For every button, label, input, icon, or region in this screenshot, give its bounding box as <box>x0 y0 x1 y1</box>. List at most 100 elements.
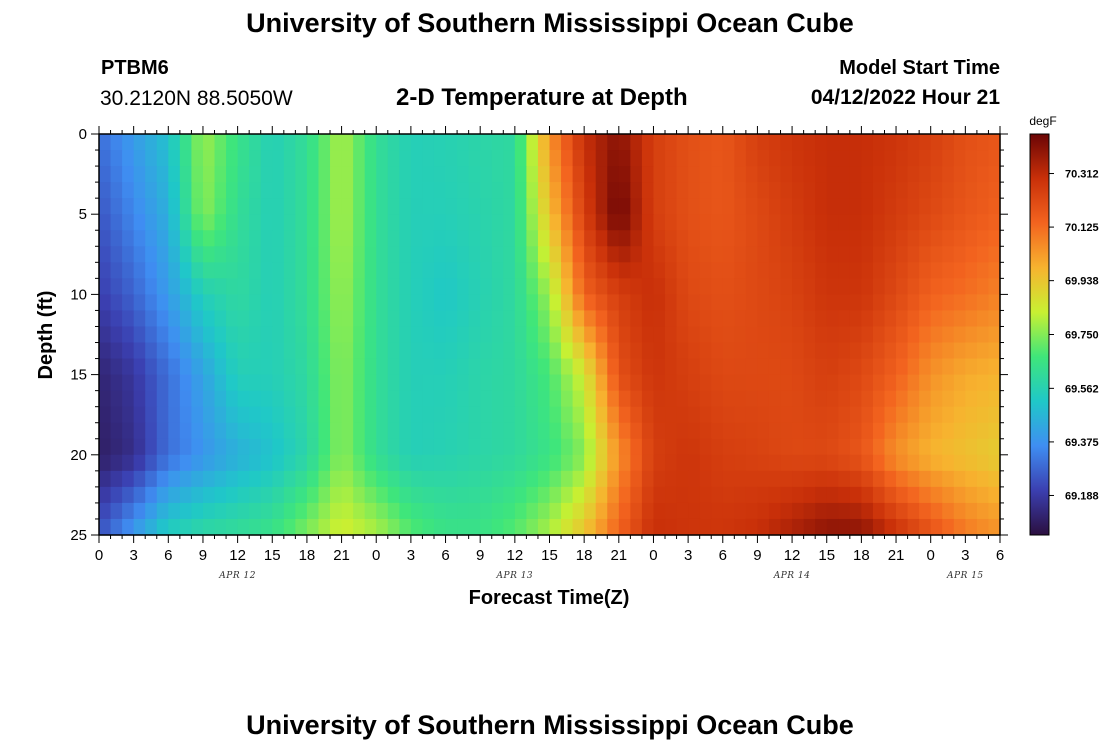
heatmap-cell <box>561 166 574 183</box>
heatmap-cell <box>953 406 966 424</box>
heatmap-cell <box>965 278 978 295</box>
heatmap-cell <box>768 134 782 151</box>
heatmap-cell <box>376 486 389 504</box>
heatmap-cell <box>572 502 585 520</box>
heatmap-cell <box>907 150 920 167</box>
heatmap-cell <box>641 214 655 231</box>
heatmap-cell <box>549 390 562 408</box>
heatmap-cell <box>907 198 920 215</box>
heatmap-cell <box>376 150 389 167</box>
heatmap-cell <box>445 278 458 295</box>
heatmap-cell <box>410 262 424 279</box>
heatmap-cell <box>988 470 1001 488</box>
heatmap-cell <box>237 310 250 328</box>
heatmap-cell <box>676 230 689 247</box>
heatmap-cell <box>792 246 805 263</box>
heatmap-cell <box>630 294 643 312</box>
heatmap-cell <box>341 246 354 263</box>
heatmap-cell <box>537 454 551 472</box>
heatmap-cell <box>665 278 678 295</box>
heatmap-cell <box>422 454 435 472</box>
heatmap-cell <box>815 422 828 440</box>
heatmap-cell <box>976 150 990 167</box>
heatmap-cell <box>561 502 574 520</box>
heatmap-cell <box>410 294 424 312</box>
heatmap-cell <box>491 214 504 231</box>
heatmap-cell <box>757 310 770 328</box>
heatmap-cell <box>503 198 516 215</box>
heatmap-cell <box>953 246 966 263</box>
heatmap-cell <box>156 486 169 504</box>
heatmap-cell <box>526 374 539 392</box>
heatmap-cell <box>572 438 585 456</box>
heatmap-cell <box>676 358 689 376</box>
x-tick-label: 9 <box>753 547 761 564</box>
heatmap-cell <box>745 406 759 424</box>
heatmap-cell <box>145 134 158 151</box>
date-label: APR 12 <box>218 571 256 581</box>
heatmap-cell <box>630 470 643 488</box>
heatmap-cell <box>919 166 932 183</box>
heatmap-cell <box>734 470 747 488</box>
heatmap-cell <box>226 246 239 263</box>
heatmap-cell <box>792 166 805 183</box>
heatmap-cell <box>110 310 123 328</box>
heatmap-cell <box>942 182 955 199</box>
heatmap-cell <box>780 374 793 392</box>
heatmap-cell <box>953 182 966 199</box>
heatmap-cell <box>318 358 331 376</box>
heatmap-cell <box>953 358 966 376</box>
heatmap-cell <box>757 246 770 263</box>
heatmap-cell <box>399 438 412 456</box>
heatmap-cell <box>838 486 851 504</box>
heatmap-cell <box>503 406 516 424</box>
heatmap-cell <box>699 374 712 392</box>
heatmap-cell <box>665 422 678 440</box>
heatmap-cell <box>676 150 689 167</box>
heatmap-cell <box>722 134 735 151</box>
heatmap-cell <box>179 406 193 424</box>
heatmap-cell <box>676 214 689 231</box>
colorbar-tick-label: 70.125 <box>1065 222 1099 234</box>
heatmap-cell <box>826 438 839 456</box>
heatmap-cell <box>930 262 943 279</box>
heatmap-cell <box>491 278 504 295</box>
heatmap-cell <box>445 406 458 424</box>
x-tick-label: 12 <box>507 547 524 564</box>
heatmap-cell <box>699 278 712 295</box>
heatmap-cell <box>260 518 273 536</box>
heatmap-cell <box>826 134 839 151</box>
heatmap-cell <box>283 502 296 520</box>
heatmap-cell <box>283 182 296 199</box>
heatmap-cell <box>861 326 874 344</box>
heatmap-cell <box>468 166 481 183</box>
heatmap-cell <box>711 230 724 247</box>
heatmap-cell <box>537 262 551 279</box>
heatmap-cell <box>364 502 377 520</box>
heatmap-cell <box>942 486 955 504</box>
heatmap-cell <box>145 358 158 376</box>
heatmap-cell <box>99 278 112 295</box>
heatmap-cell <box>99 406 112 424</box>
heatmap-cell <box>722 182 735 199</box>
heatmap-cell <box>249 502 262 520</box>
heatmap-cell <box>930 278 943 295</box>
heatmap-cell <box>422 262 435 279</box>
heatmap-cell <box>896 518 909 536</box>
heatmap-cell <box>930 230 943 247</box>
heatmap-cell <box>711 486 724 504</box>
heatmap-cell <box>202 518 216 536</box>
heatmap-cell <box>768 278 782 295</box>
heatmap-cell <box>156 406 169 424</box>
heatmap-cell <box>122 518 135 536</box>
heatmap-cell <box>410 502 424 520</box>
heatmap-cell <box>665 246 678 263</box>
heatmap-cell <box>861 294 874 312</box>
heatmap-cell <box>561 518 574 536</box>
heatmap-cell <box>861 390 874 408</box>
heatmap-cell <box>561 326 574 344</box>
heatmap-cell <box>330 342 343 360</box>
heatmap-cell <box>168 294 181 312</box>
heatmap-cell <box>896 438 909 456</box>
heatmap-cell <box>584 294 597 312</box>
